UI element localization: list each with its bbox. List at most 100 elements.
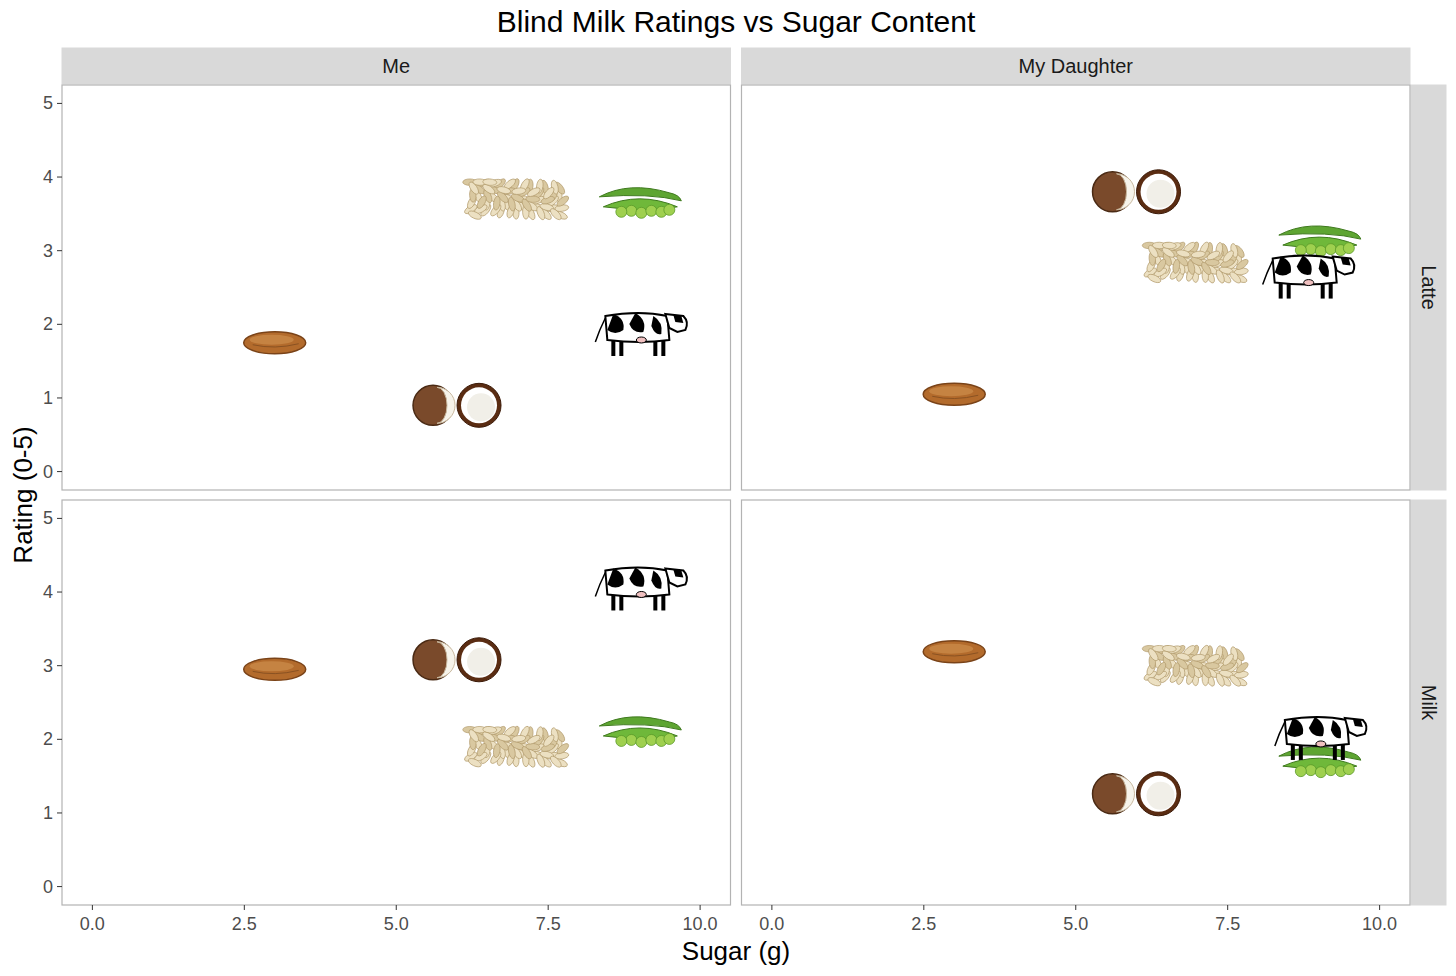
oat-flake <box>1187 260 1196 275</box>
cow-tail <box>595 318 605 342</box>
x-tick-label: 2.5 <box>911 914 936 934</box>
coconut-shell <box>1137 170 1181 214</box>
coconut-shade <box>1147 782 1175 810</box>
oat-flake <box>535 753 546 768</box>
coconut-flesh <box>437 387 455 423</box>
cow-head <box>1345 718 1367 736</box>
cow-udder <box>636 337 646 343</box>
y-tick-label: 2 <box>43 314 53 334</box>
cow-udder <box>636 591 646 597</box>
oat-flake <box>1155 661 1168 676</box>
x-tick <box>92 905 93 910</box>
y-tick <box>57 518 62 519</box>
facet-label: Latte <box>1418 265 1440 309</box>
oat-flake <box>1147 273 1162 285</box>
almond-highlight <box>250 661 294 671</box>
cow-spot <box>1297 256 1312 275</box>
x-tick-label: 10.0 <box>1362 914 1397 934</box>
y-tick <box>57 103 62 104</box>
soy-bean <box>616 206 627 217</box>
almond-shape <box>923 641 985 663</box>
x-tick <box>548 905 549 910</box>
almond-shape <box>244 332 306 354</box>
x-tick-label: 0.0 <box>80 914 105 934</box>
y-tick <box>57 812 62 813</box>
oat-flake <box>535 205 546 220</box>
almond-point <box>244 658 306 680</box>
x-tick-label: 5.0 <box>1063 914 1088 934</box>
oat-flake <box>1147 244 1160 259</box>
cow-spot <box>1287 718 1303 737</box>
cow-spot <box>1319 259 1329 277</box>
oat-flake <box>467 209 482 221</box>
panel-border <box>62 500 731 905</box>
almond-line <box>932 395 978 398</box>
coconut-flesh <box>437 642 455 678</box>
oat-flake <box>496 185 511 195</box>
oat-flake <box>1228 673 1242 688</box>
almond-highlight <box>250 335 294 345</box>
almond-line <box>253 670 299 673</box>
oat-flake <box>1221 652 1235 667</box>
cow-head-spot <box>1353 719 1363 727</box>
almond-point <box>923 383 985 405</box>
oat-flake <box>1235 661 1250 675</box>
x-tick-label: 7.5 <box>536 914 561 934</box>
oat-flake <box>1215 269 1226 284</box>
x-tick <box>244 905 245 910</box>
oat-flake <box>1200 664 1213 679</box>
cow-head-spot <box>673 569 683 577</box>
cow-spot <box>607 314 623 333</box>
almond-shape <box>244 658 306 680</box>
oat-flake <box>1206 249 1221 261</box>
plot-area <box>923 641 1366 816</box>
oat-point <box>463 177 570 221</box>
cow-body <box>1285 717 1349 746</box>
oat-flake <box>476 194 489 209</box>
facet-strip <box>742 48 1411 84</box>
almond-shape <box>923 383 985 405</box>
oat-flake <box>467 728 480 743</box>
cow-head <box>665 314 687 332</box>
almond-point <box>244 332 306 354</box>
y-tick-label: 3 <box>43 656 53 676</box>
y-tick-label: 0 <box>43 462 53 482</box>
cow-udder <box>1304 280 1314 286</box>
oat-flake <box>555 742 570 756</box>
coconut-flesh <box>461 642 497 678</box>
cow-point <box>595 313 687 356</box>
oat-flake <box>1191 654 1206 662</box>
facet-strip <box>1411 500 1446 905</box>
oat-flake <box>467 181 480 196</box>
oat-flake <box>1176 249 1191 259</box>
coconut-flesh <box>1117 776 1135 812</box>
oat-flake <box>1162 242 1176 249</box>
x-tick-label: 5.0 <box>384 914 409 934</box>
soy-bean <box>616 735 627 746</box>
cow-spot <box>607 568 623 587</box>
cow-spot <box>1331 720 1341 738</box>
oat-flake <box>526 734 541 746</box>
y-tick-label: 5 <box>43 508 53 528</box>
y-tick <box>57 324 62 325</box>
oat-flake <box>483 726 497 733</box>
oat-flake <box>1176 652 1191 662</box>
y-tick-label: 5 <box>43 93 53 113</box>
y-tick <box>57 665 62 666</box>
coconut-flesh <box>1117 174 1135 210</box>
soy-bean <box>1295 245 1306 256</box>
cow-spot <box>629 313 644 332</box>
soy-bean <box>664 204 675 215</box>
y-tick-label: 1 <box>43 388 53 408</box>
cow-point <box>595 567 687 610</box>
oat-flake <box>1147 647 1160 662</box>
soy-bean <box>646 205 657 216</box>
almond-point <box>923 641 985 663</box>
y-tick-label: 4 <box>43 167 53 187</box>
soy-bean <box>626 205 637 216</box>
x-tick-label: 0.0 <box>759 914 784 934</box>
cow-spot <box>651 570 661 588</box>
cow-head <box>1333 257 1355 275</box>
cow-head-spot <box>673 315 683 323</box>
x-tick <box>1227 905 1228 910</box>
